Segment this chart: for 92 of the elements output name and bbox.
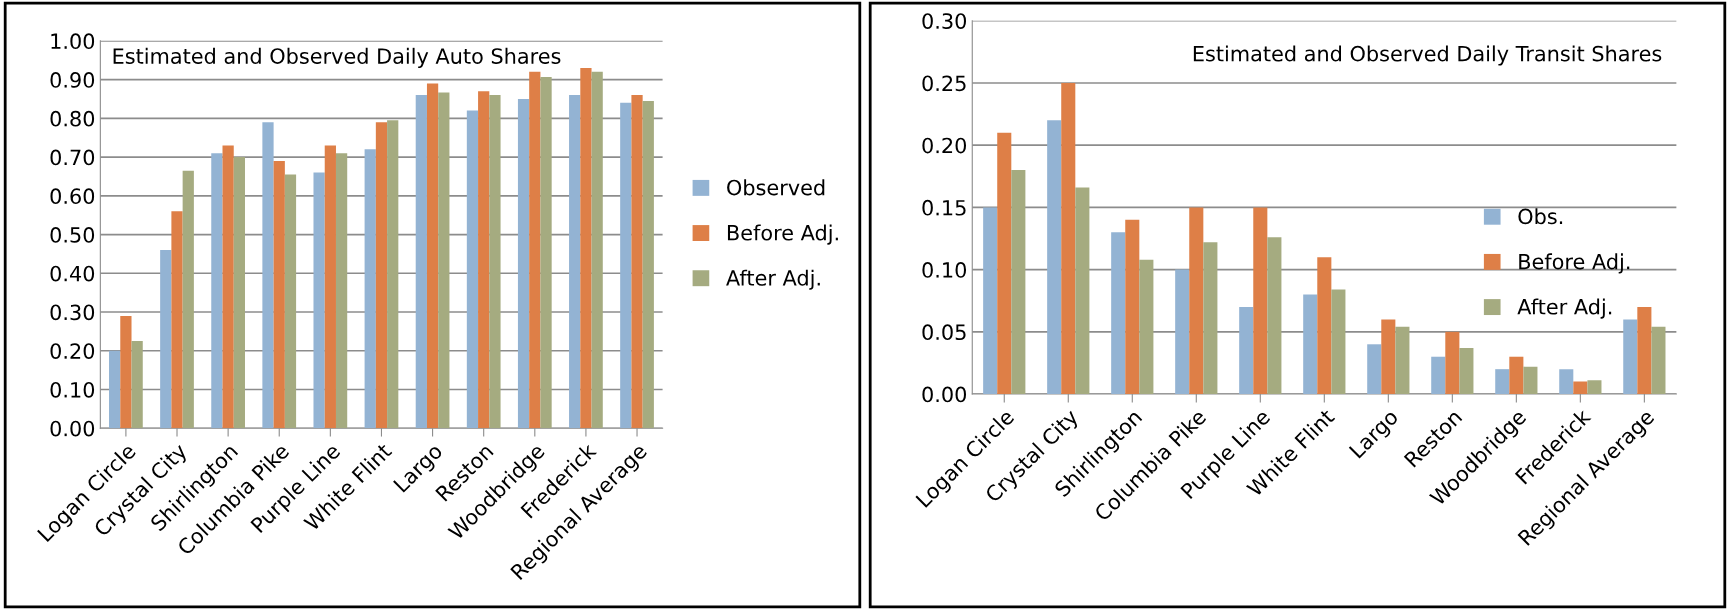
bar <box>273 160 285 429</box>
bar <box>620 102 632 429</box>
y-tick-label: 0.25 <box>922 75 966 92</box>
bar <box>1381 319 1396 395</box>
y-tick-label: 0.00 <box>922 386 967 403</box>
bar <box>109 350 121 429</box>
bar <box>466 110 479 429</box>
text: Estimated and Observed Daily Transit Shares <box>1193 45 1662 66</box>
bar <box>364 149 376 429</box>
bar <box>489 95 501 429</box>
bar <box>160 250 172 429</box>
bar <box>1395 326 1410 395</box>
bar <box>1303 294 1318 395</box>
bar <box>1203 242 1218 395</box>
bar <box>1331 289 1346 395</box>
bar <box>438 92 450 429</box>
legend-label: Obs. <box>1518 208 1563 225</box>
bar <box>1061 82 1076 395</box>
bar <box>1523 366 1538 395</box>
bar <box>1431 356 1446 395</box>
bar <box>1445 331 1460 395</box>
y-tick-label: 0.30 <box>50 304 95 321</box>
legend-label: After Adj. <box>726 269 820 290</box>
bar <box>313 172 325 429</box>
y-tick-label: 0.60 <box>50 188 95 205</box>
bar <box>1495 369 1510 395</box>
legend-label: Observed <box>727 179 825 196</box>
bar <box>478 91 490 429</box>
bar <box>387 120 399 429</box>
bar <box>1011 170 1026 395</box>
legend-label: After Adj. <box>1517 298 1612 319</box>
bar <box>262 122 274 429</box>
bar <box>233 157 245 429</box>
bar <box>426 83 439 429</box>
bar <box>591 71 603 429</box>
y-tick-label: 0.20 <box>50 343 95 359</box>
bar <box>529 71 541 429</box>
bar <box>171 211 183 429</box>
bar <box>1047 120 1062 395</box>
y-tick-label: 0.10 <box>922 262 967 278</box>
y-tick-label: 0.90 <box>50 72 95 88</box>
bar <box>1587 380 1602 395</box>
bar <box>580 67 592 429</box>
y-tick-label: 0.15 <box>922 199 966 216</box>
bar <box>1637 306 1652 395</box>
bar <box>375 122 388 429</box>
chart-title: Estimated and Observed Daily Auto Shares <box>113 47 561 68</box>
y-tick-label: 0.00 <box>50 420 95 437</box>
y-tick-label: 0.10 <box>50 381 95 398</box>
bar <box>1175 269 1190 395</box>
bar <box>1189 207 1204 395</box>
bar <box>131 341 143 429</box>
y-tick-label: 0.50 <box>50 227 95 243</box>
legend-label: Before Adj. <box>727 224 838 245</box>
bar <box>284 174 297 429</box>
bar <box>1559 369 1574 395</box>
bar <box>415 95 427 429</box>
bar <box>983 207 998 395</box>
y-tick-label: 1.00 <box>51 33 95 50</box>
bar <box>997 132 1012 395</box>
y-tick-label: 0.80 <box>50 110 95 127</box>
bar <box>324 145 336 429</box>
bar <box>1651 326 1666 395</box>
bar <box>1267 237 1282 395</box>
y-tick-label: 0.40 <box>50 265 95 282</box>
bar <box>631 95 643 429</box>
bar <box>1459 348 1474 395</box>
bar <box>569 95 581 429</box>
bar <box>1317 257 1332 395</box>
bar <box>222 145 234 429</box>
bar <box>540 76 552 429</box>
bar <box>1075 187 1090 395</box>
y-tick-label: 0.05 <box>922 324 966 341</box>
bar <box>1367 344 1382 395</box>
bar <box>182 170 194 429</box>
bar <box>335 153 348 429</box>
bar <box>120 315 132 429</box>
bar <box>1125 219 1140 395</box>
bar <box>1253 207 1268 395</box>
bar <box>1139 259 1154 395</box>
y-tick-label: 0.70 <box>50 149 95 166</box>
y-tick-label: 0.30 <box>922 13 967 29</box>
bar <box>1239 306 1254 395</box>
legend-label: Before Adj. <box>1519 253 1630 274</box>
bar <box>1111 232 1126 395</box>
bar <box>642 100 654 429</box>
bar <box>517 98 530 429</box>
bar <box>1573 381 1588 395</box>
y-tick-label: 0.20 <box>922 137 967 154</box>
bar <box>211 153 223 429</box>
bar <box>1623 319 1638 395</box>
bar <box>1509 356 1524 395</box>
